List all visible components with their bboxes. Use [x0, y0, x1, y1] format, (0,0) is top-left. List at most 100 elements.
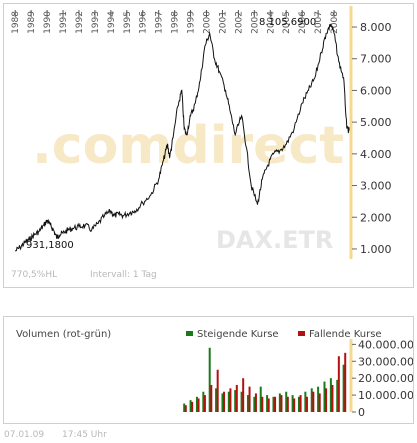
- y-tick-label: 3.000: [360, 180, 392, 193]
- volume-bar: [215, 388, 218, 412]
- x-tick-label: 1995: [123, 11, 133, 34]
- volume-bar: [312, 391, 315, 412]
- volume-bar: [261, 396, 264, 412]
- volume-bar: [299, 395, 302, 412]
- volume-y-tick-label: 20.000.000: [358, 372, 413, 385]
- x-tick-label: 1996: [139, 11, 149, 34]
- legend-rising-swatch: [186, 331, 193, 336]
- volume-bar: [259, 386, 262, 412]
- volume-bar: [342, 364, 345, 412]
- volume-bar: [272, 396, 275, 412]
- volume-bar: [202, 391, 205, 412]
- volume-bar: [267, 398, 270, 412]
- watermark-index: DAX.ETR: [216, 226, 333, 254]
- volume-bar: [195, 396, 198, 412]
- volume-title: Volumen (rot-grün): [16, 329, 111, 340]
- volume-bar: [286, 396, 289, 412]
- volume-bar: [325, 388, 328, 412]
- volume-bar: [305, 396, 308, 412]
- volume-chart: Volumen (rot-grün) Steigende Kurse Falle…: [16, 329, 417, 419]
- volume-y-tick-label: 40.000.000: [358, 338, 413, 351]
- volume-bar: [318, 393, 321, 412]
- volume-bar: [208, 347, 211, 412]
- volume-bar: [304, 391, 307, 412]
- volume-bar: [317, 386, 320, 412]
- y-axis: 1.000 2.000 3.000 4.000 5.000 6.000 7.000 8.000: [349, 6, 392, 259]
- volume-bar: [221, 393, 224, 412]
- y-tick-label: 6.000: [360, 84, 392, 97]
- price-line: [14, 23, 351, 252]
- x-tick-label: 1994: [107, 11, 117, 34]
- legend-rising-label: Steigende Kurse: [197, 329, 279, 340]
- volume-bar: [189, 400, 192, 412]
- volume-bar: [293, 398, 296, 412]
- x-tick-label: 2005: [282, 11, 292, 34]
- x-tick-label: 2001: [218, 11, 228, 34]
- volume-bar: [280, 395, 283, 412]
- footer-time: 17:45 Uhr: [62, 430, 107, 440]
- volume-bar: [184, 405, 187, 412]
- volume-bar: [344, 352, 347, 412]
- footer-date: 07.01.09: [4, 430, 45, 440]
- price-series-line: [14, 23, 351, 252]
- x-tick-label: 1997: [155, 11, 165, 34]
- volume-bar: [246, 395, 249, 412]
- x-tick-label: 2000: [203, 11, 213, 34]
- volume-bar: [297, 396, 300, 412]
- volume-bar: [331, 384, 334, 412]
- price-chart: .comdirect DAX.ETR 1988 1989 1990 1991 1992 1…: [11, 6, 392, 280]
- volume-bar: [329, 378, 332, 412]
- volume-bar: [234, 390, 237, 412]
- y-tick-label: 7.000: [360, 53, 392, 66]
- volume-y-tick-label: 0: [358, 406, 365, 419]
- legend-falling-label: Fallende Kurse: [309, 329, 382, 340]
- volume-bars: [183, 347, 347, 412]
- x-tick-label: 2008: [330, 11, 340, 34]
- volume-bar: [197, 398, 200, 412]
- high-annotation: 8.105,6900: [259, 17, 316, 28]
- x-tick-label: 1993: [91, 11, 101, 34]
- x-tick-label: 1989: [27, 11, 37, 34]
- volume-bar: [336, 379, 339, 412]
- x-tick-label: 2003: [250, 11, 260, 34]
- volume-bar: [323, 381, 326, 412]
- volume-bar: [285, 391, 288, 412]
- x-tick-label: 2004: [266, 11, 276, 34]
- volume-bar: [253, 396, 256, 412]
- y-tick-label: 1.000: [360, 243, 392, 256]
- y-tick-label: 2.000: [360, 211, 392, 224]
- y-tick-label: 8.000: [360, 21, 392, 34]
- volume-bar: [183, 403, 186, 412]
- price-chart-panel: .comdirect DAX.ETR 1988 1989 1990 1991 1992 1…: [3, 3, 414, 288]
- volume-bar: [240, 391, 243, 412]
- x-axis: 1988 1989 1990 1991 1992 1993 1994 1995 1996 1997…: [11, 10, 340, 34]
- volume-bar: [216, 369, 219, 412]
- volume-bar: [229, 388, 232, 412]
- volume-y-tick-label: 30.000.000: [358, 355, 413, 368]
- volume-bar: [203, 395, 206, 412]
- volume-bar: [210, 384, 213, 412]
- volume-bar: [254, 393, 257, 412]
- volume-bar: [242, 378, 245, 412]
- volume-bar: [337, 356, 340, 412]
- y-tick-label: 5.000: [360, 116, 392, 129]
- volume-bar: [227, 391, 230, 412]
- x-tick-label: 1999: [187, 11, 197, 34]
- volume-y-tick-label: 10.000.000: [358, 389, 413, 402]
- volume-chart-panel: Volumen (rot-grün) Steigende Kurse Falle…: [3, 316, 417, 424]
- volume-y-axis: 0 10.000.000 20.000.000 30.000.000 40.000.00…: [349, 338, 417, 419]
- interval-label: Intervall: 1 Tag: [90, 270, 157, 280]
- volume-bar: [235, 384, 238, 412]
- volume-bar: [310, 388, 313, 412]
- x-tick-label: 2007: [314, 11, 324, 34]
- x-tick-label: 1991: [59, 11, 69, 34]
- x-tick-label: 2006: [298, 11, 308, 34]
- x-tick-label: 1992: [75, 11, 85, 34]
- y-tick-label: 4.000: [360, 148, 392, 161]
- watermark-brand: .comdirect: [32, 116, 344, 176]
- legend-falling-swatch: [298, 331, 305, 336]
- volume-bar: [266, 395, 269, 412]
- performance-label: 770,5%HL: [11, 270, 57, 280]
- x-tick-label: 2002: [234, 11, 244, 34]
